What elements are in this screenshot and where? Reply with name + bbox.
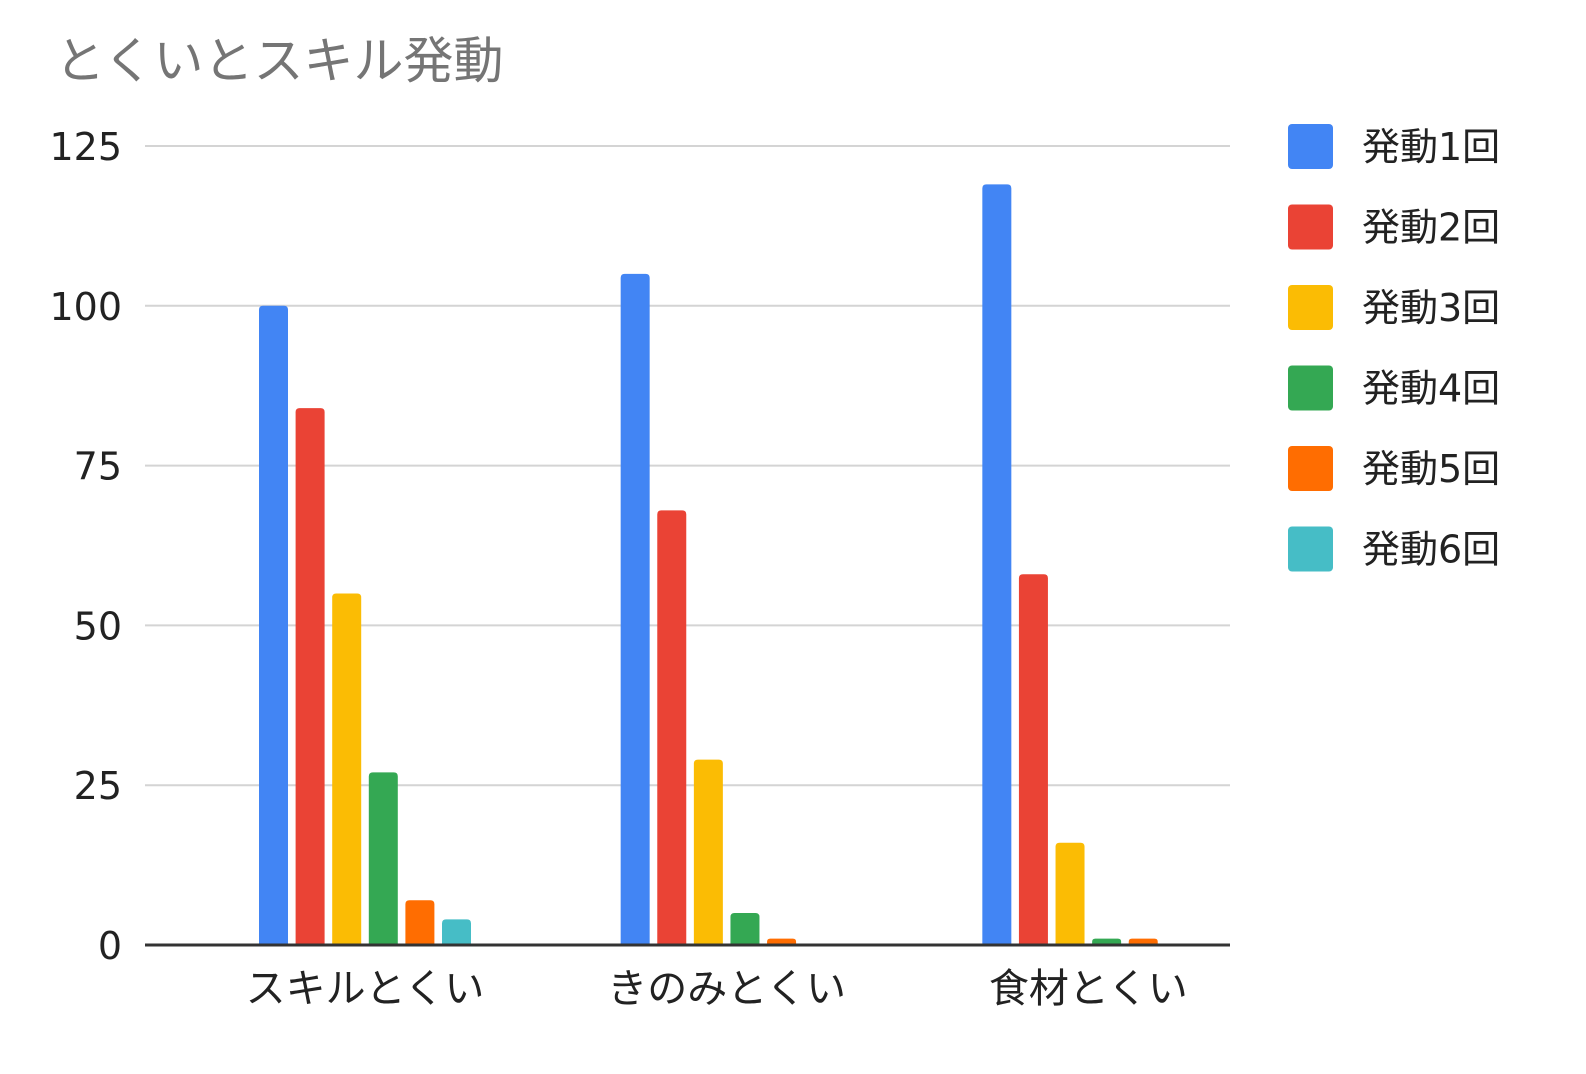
chart-title: とくいとスキル発動 <box>55 32 504 90</box>
bar <box>1018 574 1048 945</box>
x-axis: スキルとくい きのみとくい 食材とくい <box>246 966 1188 1012</box>
bar <box>620 273 650 946</box>
bar <box>657 510 687 945</box>
legend-label: 発動1回 <box>1362 125 1500 169</box>
x-tick-label: スキルとくい <box>246 966 485 1012</box>
legend-label: 発動3回 <box>1362 286 1500 330</box>
y-tick-label: 125 <box>49 125 122 169</box>
legend-swatch <box>1288 526 1333 572</box>
y-tick-label: 25 <box>74 764 122 808</box>
legend-label: 発動2回 <box>1362 206 1500 250</box>
bar <box>1055 842 1085 945</box>
grid <box>145 145 1230 787</box>
y-tick-label: 0 <box>98 924 122 968</box>
legend-label: 発動5回 <box>1362 447 1500 491</box>
x-tick-label: 食材とくい <box>989 966 1188 1012</box>
y-tick-label: 75 <box>74 445 122 489</box>
bar <box>982 184 1012 946</box>
bar <box>295 408 325 945</box>
bar <box>1092 938 1122 945</box>
legend-label: 発動4回 <box>1362 367 1500 411</box>
bar <box>442 919 471 945</box>
bars <box>259 184 1158 946</box>
legend-swatch <box>1288 204 1333 250</box>
bar <box>259 305 288 945</box>
legend-swatch <box>1288 365 1333 411</box>
y-tick-label: 50 <box>74 604 122 648</box>
x-tick-label: きのみとくい <box>607 966 846 1012</box>
y-axis: 0 25 50 75 100 125 <box>49 125 122 968</box>
legend-swatch <box>1288 124 1333 169</box>
bar <box>1128 938 1158 945</box>
bar <box>767 938 797 945</box>
legend-label: 発動6回 <box>1362 528 1500 572</box>
bar <box>405 900 435 945</box>
y-tick-label: 100 <box>49 285 122 329</box>
bar <box>332 593 362 945</box>
legend-swatch <box>1288 446 1333 491</box>
legend-swatch <box>1288 285 1333 330</box>
bar <box>368 772 398 945</box>
bar <box>730 913 760 945</box>
bar <box>693 759 723 945</box>
